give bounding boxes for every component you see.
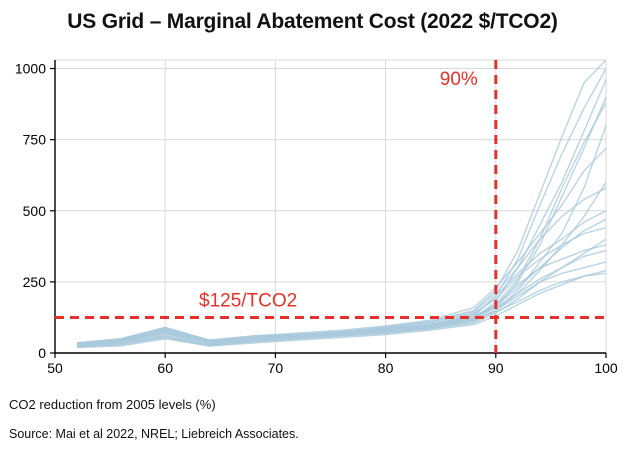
- series-group: [76, 60, 606, 348]
- reference-lines: 90% $125/TCO2: [55, 60, 606, 353]
- series-line-scenario-3: [76, 96, 606, 346]
- series-line-scenario-1: [76, 68, 606, 346]
- x-tick-label: 70: [268, 360, 284, 376]
- series-line-scenario-13: [76, 147, 606, 344]
- x-tick-label: 80: [378, 360, 394, 376]
- y-tick-label: 250: [23, 274, 47, 290]
- y-tick-label: 500: [23, 203, 47, 219]
- gridlines: [54, 59, 607, 354]
- chart-title: US Grid – Marginal Abatement Cost (2022 …: [67, 10, 558, 33]
- x-tick-label: 100: [594, 360, 618, 376]
- series-line-scenario-14: [76, 102, 606, 346]
- series-line-scenario-17: [76, 181, 606, 347]
- series-line-scenario-18: [76, 187, 606, 344]
- x-tick-label: 50: [47, 360, 63, 376]
- y-tick-label: 0: [38, 345, 46, 361]
- y-tick-label: 750: [23, 132, 47, 148]
- ref-label-horizontal: $125/TCO2: [199, 290, 297, 311]
- x-axis-label: CO2 reduction from 2005 levels (%): [9, 397, 216, 412]
- series-line-scenario-15: [76, 238, 606, 348]
- series-line-scenario-8: [76, 227, 606, 344]
- source-note: Source: Mai et al 2022, NREL; Liebreich …: [9, 427, 299, 441]
- x-tick-label: 90: [488, 360, 504, 376]
- series-line-scenario-2: [76, 79, 606, 347]
- ref-label-vertical: 90%: [440, 69, 478, 90]
- y-tick-label: 1000: [15, 61, 46, 77]
- x-tick-label: 60: [157, 360, 173, 376]
